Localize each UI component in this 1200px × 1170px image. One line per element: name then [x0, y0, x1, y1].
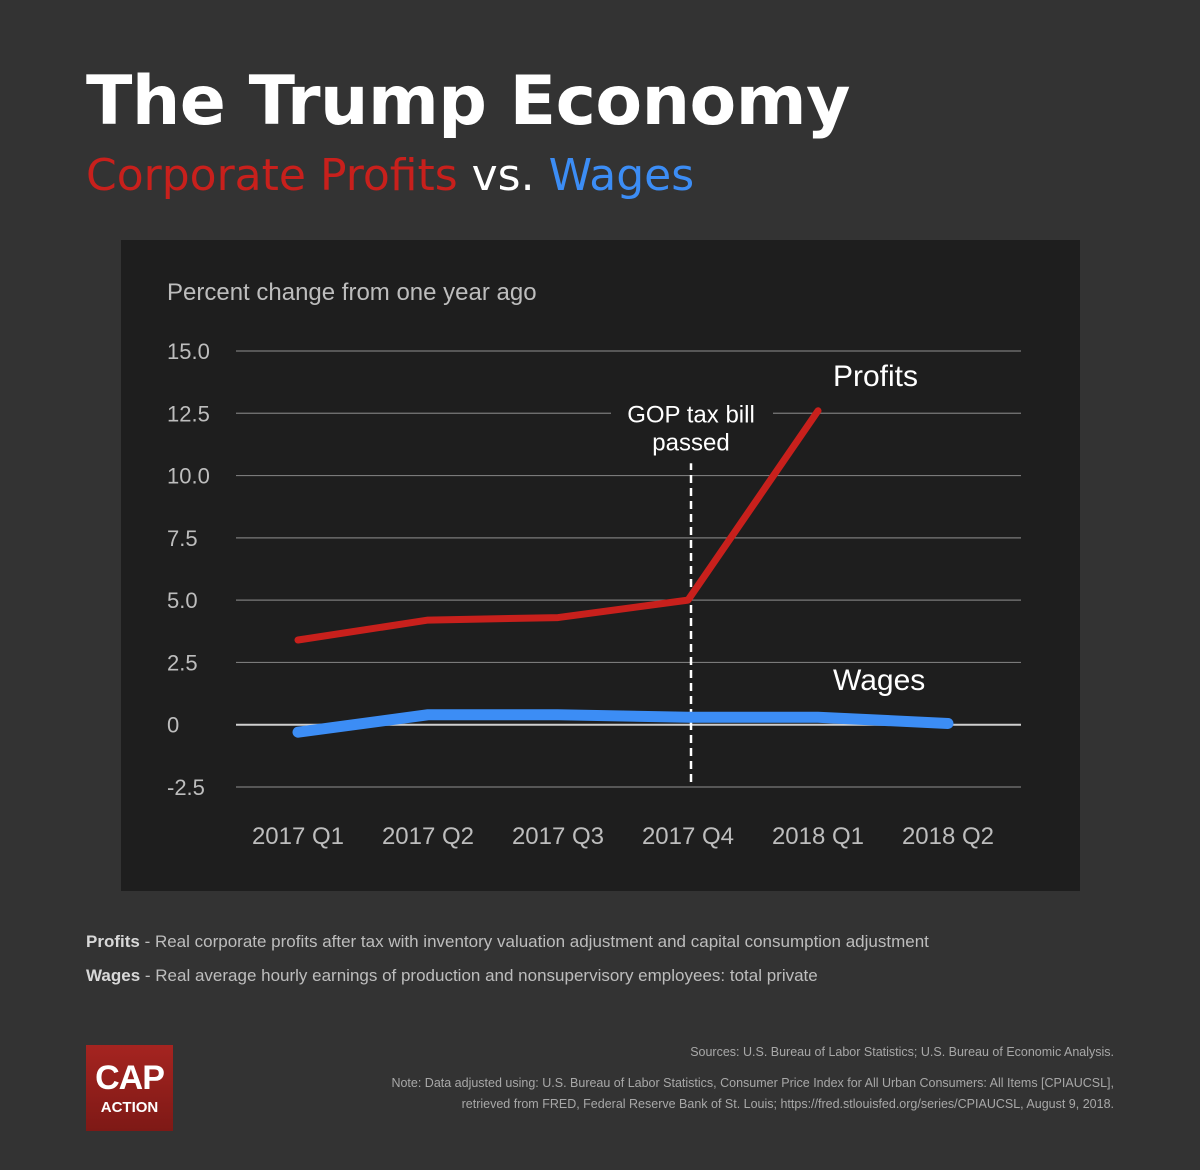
x-tick-label: 2017 Q2: [382, 823, 474, 850]
cap-action-logo: CAP ACTION: [86, 1045, 173, 1131]
subtitle-vs: vs.: [457, 150, 549, 201]
x-tick-label: 2018 Q2: [902, 823, 994, 850]
annotation-label-line2: passed: [652, 429, 729, 456]
y-tick-label: 15.0: [167, 339, 210, 364]
chart-panel: Percent change from one year ago 15.0 12.5…: [121, 240, 1080, 891]
y-tick-label: 5.0: [167, 588, 198, 613]
annotation-label-background: [611, 397, 773, 464]
series-label-wages: Wages: [833, 664, 925, 697]
y-tick-label: 0: [167, 713, 179, 738]
page-subtitle: Corporate Profits vs. Wages: [86, 150, 694, 201]
y-tick-label: 2.5: [167, 650, 198, 675]
series-line-profits: [294, 407, 822, 644]
y-tick-label: -2.5: [167, 775, 205, 800]
subtitle-profits: Corporate Profits: [86, 150, 458, 201]
x-tick-label: 2018 Q1: [772, 823, 864, 850]
page-title: The Trump Economy: [86, 62, 850, 141]
wages-definition: Wages - Real average hourly earnings of …: [86, 966, 818, 986]
line-chart: Percent change from one year ago 15.0 12.5…: [167, 279, 1021, 850]
note-line-2: retrieved from FRED, Federal Reserve Ban…: [461, 1097, 1114, 1111]
wages-definition-label: Wages: [86, 966, 141, 985]
sources-note: Sources: U.S. Bureau of Labor Statistics…: [234, 1042, 1114, 1115]
x-tick-label: 2017 Q1: [252, 823, 344, 850]
y-tick-label: 12.5: [167, 401, 210, 426]
annotation-label-line1: GOP tax bill: [627, 401, 755, 428]
y-tick-label: 7.5: [167, 526, 198, 551]
wages-definition-text: - Real average hourly earnings of produc…: [140, 966, 818, 985]
profits-definition-text: - Real corporate profits after tax with …: [139, 932, 929, 951]
logo-cap-text: CAP: [95, 1059, 165, 1097]
subtitle-wages: Wages: [548, 150, 695, 201]
logo-action-text: ACTION: [100, 1099, 159, 1116]
profits-definition: Profits - Real corporate profits after t…: [86, 932, 929, 952]
x-tick-label: 2017 Q3: [512, 823, 604, 850]
x-tick-label: 2017 Q4: [642, 823, 734, 850]
series-label-profits: Profits: [833, 360, 918, 393]
note-line: Note: Data adjusted using: U.S. Bureau o…: [391, 1076, 1114, 1090]
y-axis-label: Percent change from one year ago: [167, 279, 537, 306]
series-line-wages: [292, 709, 954, 738]
y-tick-label: 10.0: [167, 464, 210, 489]
sources-line: Sources: U.S. Bureau of Labor Statistics…: [690, 1045, 1114, 1059]
profits-definition-label: Profits: [86, 932, 140, 951]
